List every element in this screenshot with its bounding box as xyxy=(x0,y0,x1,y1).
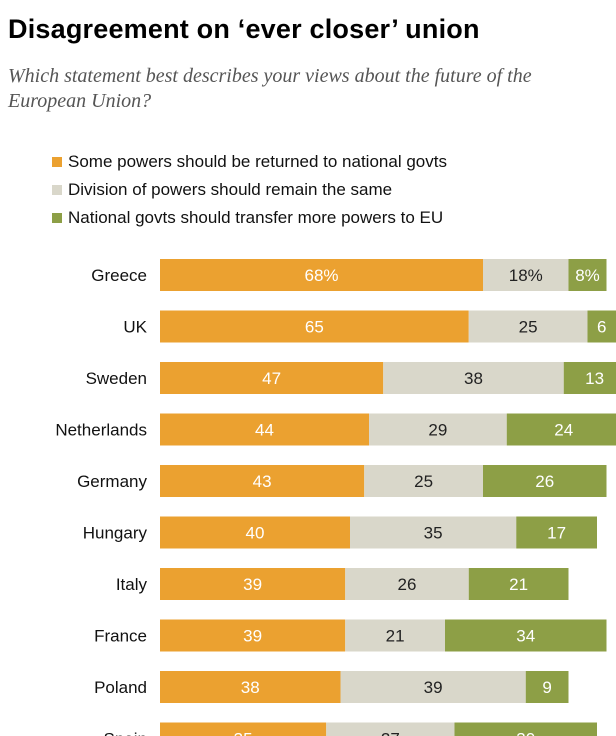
data-label-returned: 35 xyxy=(234,730,253,736)
bar-segment-returned xyxy=(160,722,327,736)
data-label-returned: 44 xyxy=(255,421,274,440)
bar-segment-returned xyxy=(160,671,341,703)
bar-segment-same xyxy=(345,568,469,600)
data-label-same: 35 xyxy=(424,524,443,543)
bar-segment-transfer xyxy=(454,722,597,736)
data-label-returned: 47 xyxy=(262,369,281,388)
data-label-transfer: 17 xyxy=(547,524,566,543)
legend-swatch-transfer xyxy=(52,213,62,223)
data-label-same: 25 xyxy=(414,472,433,491)
legend-label-same: Division of powers should remain the sam… xyxy=(68,180,393,199)
category-label: Greece xyxy=(91,266,147,285)
chart-title: Disagreement on ‘ever closer’ union xyxy=(8,14,480,44)
legend-label-transfer: National govts should transfer more powe… xyxy=(68,208,444,227)
bar-segment-transfer xyxy=(587,310,616,343)
legend-label-returned: Some powers should be returned to nation… xyxy=(68,152,447,171)
data-label-same: 39 xyxy=(424,678,443,697)
data-label-returned: 39 xyxy=(243,627,262,646)
data-label-transfer: 8% xyxy=(575,266,600,285)
bar-segment-returned xyxy=(160,259,483,291)
bar-segment-transfer xyxy=(445,619,607,652)
data-label-returned: 40 xyxy=(246,524,265,543)
category-label: France xyxy=(94,627,147,646)
legend-item-transfer: National govts should transfer more powe… xyxy=(52,204,447,232)
bar-segment-returned xyxy=(160,465,365,497)
bar-segment-same xyxy=(326,722,455,736)
data-label-transfer: 34 xyxy=(516,627,535,646)
bar-segment-transfer xyxy=(568,259,607,291)
category-label: Sweden xyxy=(86,369,147,388)
data-label-same: 25 xyxy=(519,318,538,337)
bar-segment-returned xyxy=(160,310,469,343)
bar-segment-returned xyxy=(160,619,346,652)
category-label: Spain xyxy=(104,730,147,736)
bar-segment-transfer xyxy=(468,568,569,600)
data-label-same: 26 xyxy=(398,575,417,594)
bar-segment-same xyxy=(468,310,588,343)
bar-segment-returned xyxy=(160,516,350,549)
data-label-same: 38 xyxy=(464,369,483,388)
legend: Some powers should be returned to nation… xyxy=(52,148,447,232)
bar-segment-returned xyxy=(160,568,346,600)
legend-swatch-same xyxy=(52,185,62,195)
data-label-returned: 43 xyxy=(253,472,272,491)
legend-item-returned: Some powers should be returned to nation… xyxy=(52,148,447,176)
category-label: Italy xyxy=(116,575,148,594)
bar-segment-same xyxy=(383,362,564,394)
data-label-transfer: 21 xyxy=(509,575,528,594)
data-label-transfer: 6 xyxy=(597,318,606,337)
category-label: Poland xyxy=(94,678,147,697)
data-label-transfer: 26 xyxy=(535,472,554,491)
category-label: Hungary xyxy=(83,524,148,543)
bar-segment-transfer xyxy=(563,362,616,394)
bar-segment-same xyxy=(369,413,507,446)
data-label-transfer: 13 xyxy=(585,369,604,388)
data-label-returned: 38 xyxy=(241,678,260,697)
category-label: Netherlands xyxy=(55,421,147,440)
bar-segment-same xyxy=(340,671,526,703)
data-label-transfer: 9 xyxy=(542,678,551,697)
bar-segment-same xyxy=(364,465,483,497)
data-label-transfer: 30 xyxy=(516,730,535,736)
data-label-same: 21 xyxy=(386,627,405,646)
data-label-same: 29 xyxy=(428,421,447,440)
data-label-returned: 39 xyxy=(243,575,262,594)
chart-subtitle: Which statement best describes your view… xyxy=(8,65,532,112)
data-label-same: 27 xyxy=(381,730,400,736)
bar-segment-returned xyxy=(160,362,384,394)
bar-segment-same xyxy=(345,619,445,652)
legend-item-same: Division of powers should remain the sam… xyxy=(52,176,447,204)
bar-segment-returned xyxy=(160,413,369,446)
bar-segment-transfer xyxy=(516,516,597,549)
bar-segment-transfer xyxy=(506,413,616,446)
category-label: Germany xyxy=(77,472,147,491)
legend-swatch-returned xyxy=(52,157,62,167)
data-label-same: 18% xyxy=(509,266,543,285)
bar-segment-transfer xyxy=(483,465,607,497)
bar-segment-same xyxy=(350,516,517,549)
data-label-returned: 65 xyxy=(305,318,324,337)
bar-segment-same xyxy=(483,259,569,291)
data-label-returned: 68% xyxy=(304,266,338,285)
bar-segment-transfer xyxy=(525,671,569,703)
category-label: UK xyxy=(123,318,147,337)
data-label-transfer: 24 xyxy=(554,421,573,440)
